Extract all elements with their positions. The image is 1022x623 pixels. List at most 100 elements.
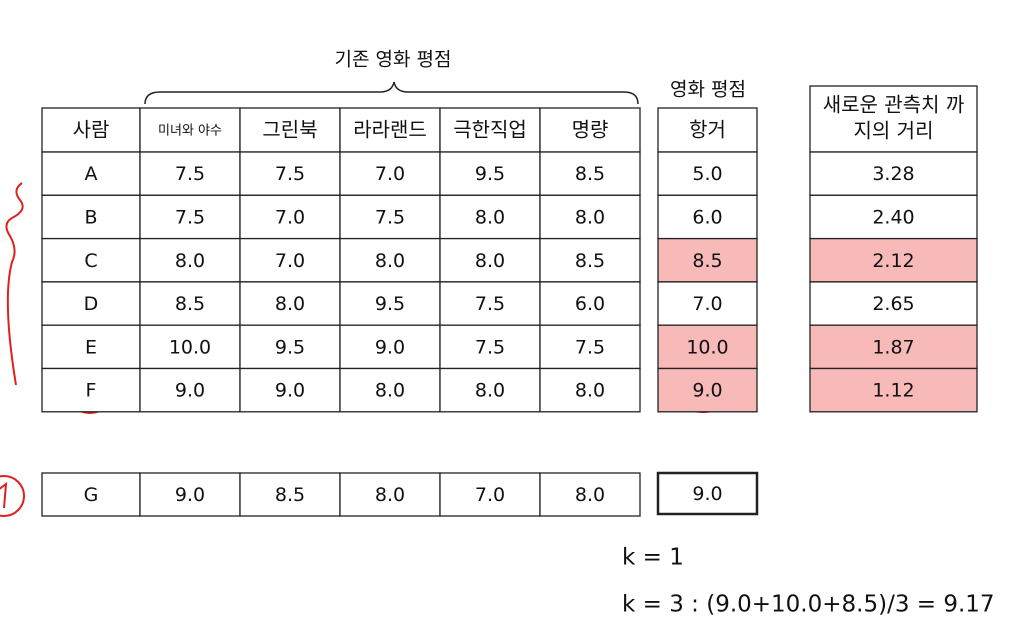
table-cell <box>139 281 241 326</box>
cell-text: 8.0 <box>375 484 405 506</box>
formula: k = 3 : (9.0+10.0+8.5)/3 = 9.17 <box>622 592 995 618</box>
cell-text: 9.0 <box>692 483 722 505</box>
table-cell <box>657 281 758 326</box>
cell-text: 9.0 <box>175 484 205 506</box>
cell-text: 6.0 <box>575 293 605 315</box>
cell-text: 1.87 <box>872 336 914 358</box>
table-cell <box>809 237 978 283</box>
table-cell <box>439 367 541 413</box>
cell-text: 7.5 <box>175 163 205 185</box>
cell-text: 그린북 <box>262 118 317 142</box>
table-cell <box>657 367 758 413</box>
cell-text: 9.0 <box>692 380 722 402</box>
cell-text: C <box>84 250 97 272</box>
table-cell <box>239 472 341 517</box>
cell-text: 7.5 <box>475 293 505 315</box>
cell-text: 지의 거리 <box>854 119 934 143</box>
cell-text: 8.5 <box>575 250 605 272</box>
cell-text: 극한직업 <box>453 118 527 142</box>
cell-text: 8.0 <box>275 293 305 315</box>
cell-text: 2.40 <box>872 206 914 228</box>
table-cell <box>539 367 641 413</box>
cell-text: 9.5 <box>475 163 505 185</box>
table-cell <box>539 281 641 326</box>
table-cell <box>139 367 241 413</box>
brace <box>144 81 639 105</box>
table-cell <box>809 151 978 196</box>
table-cell <box>239 107 341 153</box>
cell-text: 8.0 <box>475 250 505 272</box>
cell-text: 항거 <box>689 118 726 142</box>
table-cell <box>239 281 341 326</box>
table-cell <box>809 281 978 326</box>
cell-text: 8.0 <box>575 206 605 228</box>
table-cell <box>657 324 758 370</box>
cell-text: 7.0 <box>375 163 405 185</box>
cell-text: 7.5 <box>175 206 205 228</box>
cell-text: 9.0 <box>375 336 405 358</box>
cell-text: 9.5 <box>375 293 405 315</box>
cell-text: 7.0 <box>275 206 305 228</box>
table-cell <box>656 471 759 516</box>
cell-text: B <box>84 206 97 228</box>
cell-text: 10.0 <box>169 336 211 358</box>
table-cell <box>239 324 341 370</box>
cell-text: 5.0 <box>692 163 722 185</box>
table-cell <box>539 194 641 240</box>
table-cell <box>439 107 541 153</box>
cell-text: 새로운 관측치 까 <box>823 93 965 117</box>
cell-text: D <box>84 293 99 315</box>
table-cell <box>41 194 141 240</box>
cell-text: 라라랜드 <box>353 118 427 142</box>
table-cell <box>539 151 641 196</box>
cell-text: 명량 <box>572 118 609 142</box>
cell-text: 8.0 <box>375 250 405 272</box>
table-cell <box>657 107 758 153</box>
cell-text: 8.5 <box>575 163 605 185</box>
table-cell <box>539 107 641 153</box>
table-cell <box>339 194 441 240</box>
cell-text: 1.12 <box>872 380 914 402</box>
table-cell <box>809 194 978 240</box>
cell-text: E <box>85 336 97 358</box>
table-cell <box>539 472 641 517</box>
annotation-mark <box>0 481 8 509</box>
table-cell <box>339 107 441 153</box>
annotation-circle <box>0 475 25 517</box>
table-cell <box>809 85 978 153</box>
table-cell <box>439 237 541 283</box>
table-cell <box>41 281 141 326</box>
cell-text: 사람 <box>73 118 110 142</box>
cell-text: 8.0 <box>575 484 605 506</box>
table-cell <box>239 367 341 413</box>
cell-text: 7.0 <box>275 250 305 272</box>
cell-text: 8.0 <box>475 380 505 402</box>
cell-text: 9.0 <box>275 380 305 402</box>
cell-text: 7.5 <box>475 336 505 358</box>
cell-text: 8.5 <box>275 484 305 506</box>
table-cell <box>657 151 758 196</box>
cell-text: A <box>85 163 98 185</box>
cell-text: 8.0 <box>375 380 405 402</box>
table-cell <box>439 281 541 326</box>
table-cell <box>809 324 978 370</box>
group-label: 기존 영화 평점 <box>335 49 452 71</box>
cell-text: 2.65 <box>872 293 914 315</box>
cell-text: 6.0 <box>692 206 722 228</box>
cell-text: 7.5 <box>275 163 305 185</box>
cell-text: G <box>84 484 99 506</box>
cell-text: 7.0 <box>475 484 505 506</box>
table-cell <box>339 472 441 517</box>
cell-text: 2.12 <box>872 250 914 272</box>
table-cell <box>809 367 978 413</box>
table-cell <box>339 324 441 370</box>
cell-text: 8.5 <box>692 250 722 272</box>
cell-text: 7.5 <box>575 336 605 358</box>
cell-text: 9.0 <box>175 380 205 402</box>
table-cell <box>657 237 758 283</box>
table-cell <box>41 472 141 517</box>
table-cell <box>539 324 641 370</box>
cell-text: 7.5 <box>375 206 405 228</box>
cell-text: 3.28 <box>872 163 914 185</box>
